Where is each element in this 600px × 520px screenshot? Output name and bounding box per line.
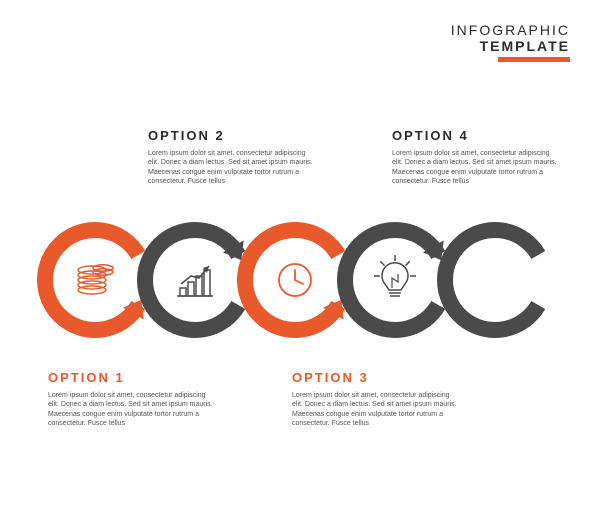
arc-2 [145,230,244,330]
option-1-body: Lorem ipsum dolor sit amet, consectetur … [48,391,218,429]
arc-1 [45,230,144,330]
option-3: OPTION 3 Lorem ipsum dolor sit amet, cons… [292,370,462,429]
option-2-title: OPTION 2 [148,128,318,143]
clock-icon [279,264,311,296]
option-2-body: Lorem ipsum dolor sit amet, consectetur … [148,149,318,187]
option-4-body: Lorem ipsum dolor sit amet, consectetur … [392,149,562,187]
arc-5 [445,230,538,330]
option-4-title: OPTION 4 [392,128,562,143]
bulb-icon [374,255,416,296]
option-4: OPTION 4 Lorem ipsum dolor sit amet, cons… [392,128,562,187]
option-1-title: OPTION 1 [48,370,218,385]
option-3-title: OPTION 3 [292,370,462,385]
arc-3 [245,230,344,330]
option-2: OPTION 2 Lorem ipsum dolor sit amet, cons… [148,128,318,187]
chart-icon [177,266,213,296]
coins-icon [78,265,113,294]
arc-4 [345,230,444,330]
infographic-stage [0,0,600,520]
option-3-body: Lorem ipsum dolor sit amet, consectetur … [292,391,462,429]
option-1: OPTION 1 Lorem ipsum dolor sit amet, cons… [48,370,218,429]
